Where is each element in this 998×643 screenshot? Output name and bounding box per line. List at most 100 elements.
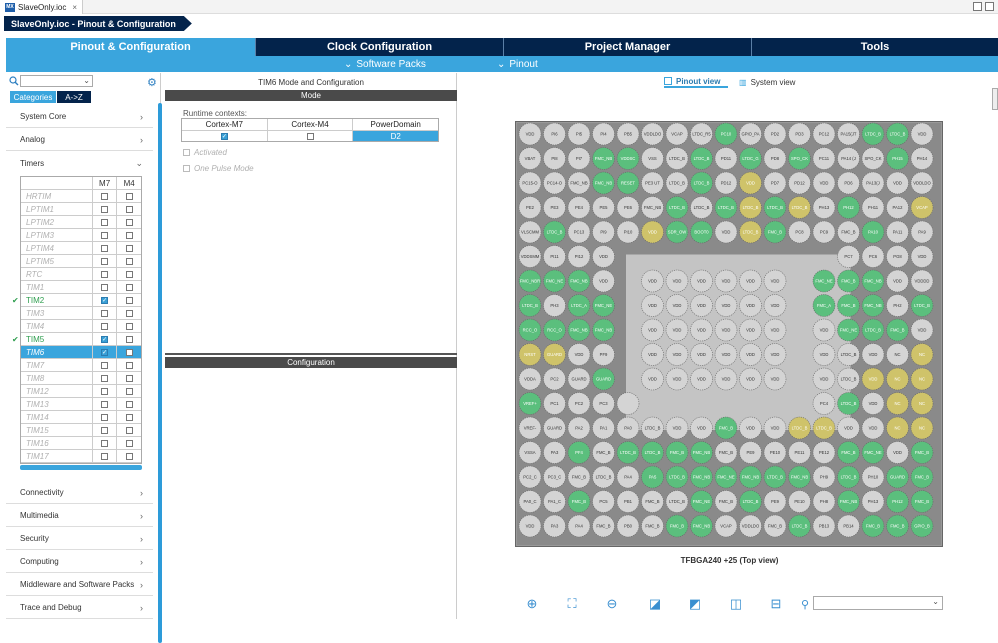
pin-circle[interactable] (788, 171, 811, 195)
pin[interactable]: PC6 (861, 245, 885, 268)
pin-circle[interactable] (543, 441, 566, 464)
pin[interactable]: LTDC_B (812, 416, 836, 440)
pin-circle[interactable] (861, 147, 885, 170)
pin[interactable]: FMC_NE (592, 294, 615, 317)
pin[interactable]: VDD (665, 367, 689, 391)
pin-circle[interactable] (567, 490, 591, 513)
pin-circle[interactable] (910, 171, 934, 195)
pin[interactable]: NC (886, 416, 909, 440)
pin[interactable]: PE2 (518, 196, 542, 219)
pin[interactable]: RESET (616, 171, 640, 195)
pin-circle[interactable] (910, 490, 934, 513)
pin-circle[interactable] (861, 441, 885, 464)
pin-circle[interactable] (763, 343, 787, 366)
pin-circle[interactable] (690, 122, 713, 146)
m7-checkbox[interactable] (101, 283, 109, 291)
pin[interactable]: FMC_B (837, 294, 860, 317)
pin[interactable]: FMC_NB (861, 269, 885, 293)
table-row[interactable]: TIM15 (21, 423, 141, 437)
pin[interactable]: GUARD (592, 367, 615, 391)
pin-circle[interactable] (641, 294, 664, 317)
pin[interactable]: FMC_NB (739, 465, 762, 489)
m7-checkbox[interactable] (101, 309, 109, 317)
pin[interactable]: VDD (763, 416, 787, 440)
pin-circle[interactable] (739, 514, 762, 538)
pin-circle[interactable] (910, 318, 934, 342)
pin[interactable]: VDDSMM (518, 245, 542, 268)
pin[interactable]: VDD (641, 318, 664, 342)
maximize-icon[interactable] (985, 2, 994, 11)
search-icon[interactable]: ⚲ (800, 598, 810, 611)
pin-circle[interactable] (641, 367, 664, 391)
pin-circle[interactable] (861, 318, 885, 342)
pin-circle[interactable] (861, 343, 885, 366)
pin[interactable]: PA1 (592, 416, 615, 440)
pin-circle[interactable] (837, 465, 860, 489)
pin-circle[interactable] (910, 465, 934, 489)
pin[interactable]: FMC_B (665, 441, 689, 464)
pin[interactable]: PI11 (543, 245, 566, 268)
pin[interactable]: FMC_NE (543, 269, 566, 293)
pin[interactable]: PI10 (616, 220, 640, 244)
pin[interactable]: PH15 (886, 147, 909, 170)
pin[interactable]: FMC_B (714, 490, 738, 513)
pin[interactable]: PD6 (837, 171, 860, 195)
pin-circle[interactable] (714, 465, 738, 489)
pin[interactable]: LTDC_B (763, 465, 787, 489)
rotate-left-icon[interactable]: ◩ (688, 596, 702, 611)
pin[interactable]: VDD (518, 514, 542, 538)
pin[interactable]: PA2 (567, 416, 591, 440)
pin[interactable]: GUARD (543, 416, 566, 440)
pin-circle[interactable] (714, 318, 738, 342)
pin-circle[interactable] (812, 318, 836, 342)
breadcrumb-item[interactable]: SlaveOnly.ioc - Pinout & Configuration (4, 16, 192, 31)
pin[interactable]: BOOT0 (690, 220, 713, 244)
table-row[interactable]: TIM14 (21, 410, 141, 424)
pin[interactable]: VDD (763, 269, 787, 293)
pin[interactable]: PA0_C (518, 490, 542, 513)
pin-circle[interactable] (567, 343, 591, 366)
pin[interactable]: PC4 (812, 392, 836, 415)
pin-circle[interactable] (788, 490, 811, 513)
pin[interactable]: FMC_NB (788, 465, 811, 489)
pin-circle[interactable] (837, 392, 860, 415)
pin[interactable]: RCC_O (518, 318, 542, 342)
pin[interactable]: VDD (739, 343, 762, 366)
table-row[interactable]: TIM16 (21, 436, 141, 450)
m7-checkbox[interactable] (101, 192, 109, 200)
pin-circle[interactable] (616, 441, 640, 464)
chevron-down-icon[interactable]: ⌄ (83, 76, 90, 85)
pin[interactable]: VDD (714, 220, 738, 244)
pin-circle[interactable] (690, 294, 713, 317)
pin[interactable]: LTDC_B (739, 196, 762, 219)
pin[interactable]: PA0 (616, 416, 640, 440)
m7-checkbox[interactable] (101, 439, 109, 447)
pinout-menu[interactable]: ⌄ Pinout (497, 59, 538, 70)
pin-circle[interactable] (739, 196, 762, 219)
pin-circle[interactable] (910, 220, 934, 244)
pin[interactable]: VDD (665, 343, 689, 366)
pin[interactable]: FMC_B (763, 514, 787, 538)
pin[interactable]: VSS (641, 147, 664, 170)
tab-project-manager[interactable]: Project Manager (504, 38, 752, 56)
pin-circle[interactable] (910, 514, 934, 538)
pin-circle[interactable] (812, 343, 836, 366)
pin[interactable]: FMC_NB (567, 171, 591, 195)
m4-checkbox[interactable] (125, 296, 133, 304)
m7-checkbox[interactable] (101, 322, 109, 330)
pin[interactable]: VDD (886, 171, 909, 195)
pin[interactable]: FMC_NB (592, 171, 615, 195)
pin[interactable]: VDD (910, 245, 934, 268)
pin[interactable]: FMC_B (641, 514, 664, 538)
pin-circle[interactable] (567, 294, 591, 317)
pin-circle[interactable] (543, 392, 566, 415)
pin[interactable]: PD11 (714, 147, 738, 170)
pin[interactable]: VDD (714, 367, 738, 391)
table-row[interactable]: LPTIM2 (21, 215, 141, 229)
pin-circle[interactable] (861, 245, 885, 268)
pin[interactable]: LTDC_B (788, 416, 811, 440)
pin[interactable]: FMC_B (910, 465, 934, 489)
pin[interactable]: VDD (714, 343, 738, 366)
m4-checkbox[interactable] (125, 309, 133, 317)
table-row[interactable]: TIM13 (21, 397, 141, 411)
